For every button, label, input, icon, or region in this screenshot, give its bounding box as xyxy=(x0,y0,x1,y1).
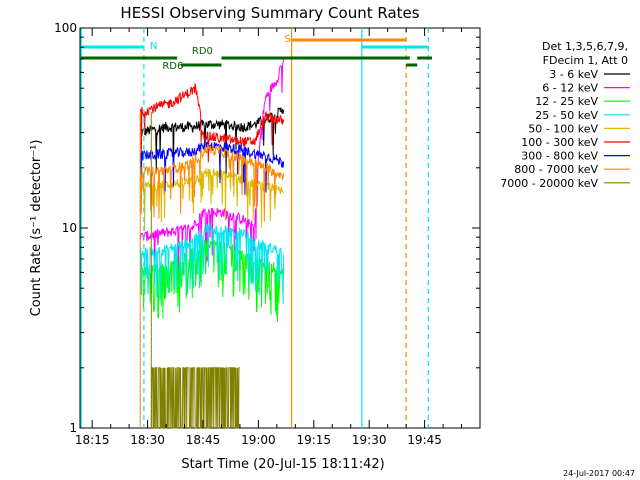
y-tick-label: 100 xyxy=(54,21,77,35)
legend: Det 1,3,5,6,7,9,FDecim 1, Att 03 - 6 keV… xyxy=(500,40,630,190)
series-25-50-kev-trace xyxy=(139,222,285,305)
y-tick-label: 1 xyxy=(69,421,77,435)
series-3-6-kev-trace xyxy=(140,107,285,174)
y-tick-label: 10 xyxy=(62,221,77,235)
annotation-rd0: RD0 xyxy=(192,46,213,57)
legend-entry-label: 7000 - 20000 keV xyxy=(500,177,598,190)
legend-entry-label: 6 - 12 keV xyxy=(542,82,598,95)
x-tick-label: 19:45 xyxy=(407,433,442,447)
x-axis-label: Start Time (20-Jul-15 18:11:42) xyxy=(181,457,384,472)
series-7000-20000-kev-trace xyxy=(150,367,240,429)
x-tick-label: 19:30 xyxy=(352,433,387,447)
x-tick-label: 18:45 xyxy=(186,433,221,447)
legend-entry-label: 300 - 800 keV xyxy=(521,150,598,163)
annotation-n: N xyxy=(150,41,157,52)
legend-entry-label: 50 - 100 keV xyxy=(528,122,598,135)
annotation-s: S xyxy=(285,34,291,45)
series-3-6-kev xyxy=(140,107,285,174)
series-800-7000-kev-trace xyxy=(140,144,285,223)
series-layer xyxy=(139,56,285,429)
series-6-12-kev-trace xyxy=(139,56,285,281)
legend-entry-label: 25 - 50 keV xyxy=(535,109,598,122)
footer-date: 24-Jul-2017 00:47 xyxy=(563,469,635,478)
annotation-rd6: RD6 xyxy=(162,61,183,72)
series-800-7000-kev xyxy=(140,144,285,223)
series-25-50-kev xyxy=(139,222,285,305)
x-tick-label: 19:15 xyxy=(296,433,331,447)
series-300-800-kev-trace xyxy=(139,141,285,195)
series-100-300-kev-trace xyxy=(139,82,285,163)
legend-header: Det 1,3,5,6,7,9, xyxy=(542,40,628,53)
tick-layer: 18:15 18:30 18:45 19:00 19:15 19:30 19:45 1 10 10… xyxy=(54,21,480,447)
series-6-12-kev xyxy=(139,56,285,281)
series-300-800-kev xyxy=(139,141,285,195)
chart-title: HESSI Observing Summary Count Rates xyxy=(120,4,419,22)
legend-entry-label: 100 - 300 keV xyxy=(521,136,598,149)
legend-entry-label: 800 - 7000 keV xyxy=(514,163,598,176)
x-tick-label: 19:00 xyxy=(241,433,276,447)
legend-entry-label: 12 - 25 keV xyxy=(535,95,598,108)
series-100-300-kev xyxy=(139,82,285,163)
legend-entry-label: 3 - 6 keV xyxy=(549,68,598,81)
legend-header: FDecim 1, Att 0 xyxy=(543,54,628,67)
y-axis-label: Count Rate (s⁻¹ detector⁻¹) xyxy=(29,140,44,317)
x-tick-label: 18:30 xyxy=(130,433,165,447)
x-tick-label: 18:15 xyxy=(75,433,110,447)
